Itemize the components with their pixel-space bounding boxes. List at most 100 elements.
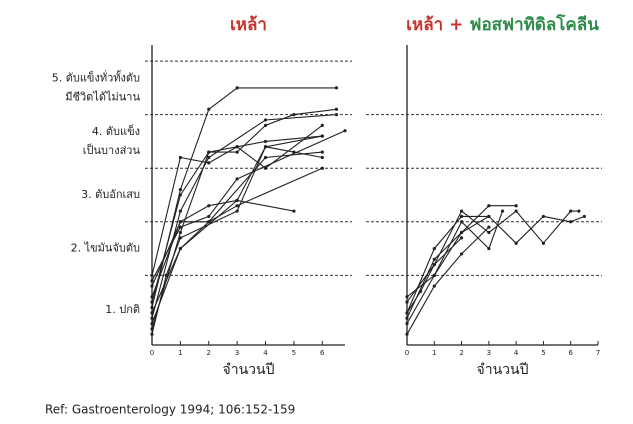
data-point (541, 241, 546, 245)
chart-title: เหล้า + ฟอสฟาทิดิลโคลีน (406, 14, 599, 35)
data-point (405, 316, 409, 320)
data-point (150, 332, 154, 336)
data-point (432, 284, 436, 288)
data-point (150, 273, 154, 277)
x-tick-label: 0 (405, 349, 409, 357)
data-point (419, 289, 423, 294)
data-point (334, 113, 339, 117)
data-point (459, 236, 464, 240)
data-point (235, 204, 239, 208)
data-point (207, 204, 211, 208)
data-point (263, 145, 268, 149)
data-point (320, 166, 324, 170)
data-point (334, 86, 339, 90)
y-band-label: 1. ปกติ (105, 303, 140, 316)
y-band-label: 3. ตับอักเสบ (81, 188, 140, 201)
data-point (292, 113, 296, 117)
data-point (569, 209, 573, 213)
data-point (164, 273, 168, 277)
data-point (150, 316, 154, 320)
data-point (178, 155, 182, 160)
x-tick-label: 1 (432, 349, 436, 357)
data-point (263, 123, 268, 127)
data-point (178, 246, 182, 251)
data-point (263, 155, 268, 160)
data-point (405, 311, 409, 315)
data-line (406, 215, 585, 324)
data-line (151, 108, 337, 330)
chart-title: เหล้า (230, 15, 267, 35)
data-point (514, 204, 518, 208)
data-point (405, 295, 409, 299)
data-point (487, 246, 491, 251)
data-point (150, 279, 154, 283)
data-point (459, 252, 464, 256)
data-point (541, 214, 546, 219)
data-line (406, 226, 490, 335)
x-tick-label: 3 (487, 349, 491, 357)
data-point (207, 107, 211, 111)
data-point (514, 209, 518, 213)
data-point (459, 214, 464, 219)
data-point (405, 300, 409, 304)
data-point (207, 214, 211, 219)
x-tick-label: 3 (235, 349, 239, 357)
x-tick-label: 7 (596, 349, 600, 357)
data-point (569, 220, 573, 224)
data-line (151, 124, 323, 276)
data-point (235, 177, 239, 181)
x-tick-label: 1 (178, 349, 182, 357)
data-point (459, 220, 464, 224)
title-part: ฟอสฟาทิดิลโคลีน (469, 14, 599, 35)
x-tick-label: 2 (207, 349, 211, 357)
x-axis-label: จำนวนปี (477, 362, 529, 378)
data-point (432, 246, 436, 251)
data-line (151, 135, 323, 303)
data-point (432, 263, 436, 267)
data-point (514, 241, 518, 245)
data-point (320, 123, 324, 127)
data-point (487, 204, 491, 208)
data-point (235, 150, 239, 154)
data-point (235, 198, 239, 202)
data-point (487, 214, 491, 219)
data-point (292, 209, 296, 213)
x-axis-label: จำนวนปี (223, 362, 275, 378)
data-point (207, 161, 211, 165)
data-point (459, 209, 464, 213)
data-line (406, 210, 579, 303)
data-line (151, 199, 295, 297)
x-tick-label: 4 (263, 349, 268, 357)
data-point (178, 188, 182, 192)
data-point (320, 155, 324, 160)
data-line (406, 215, 489, 314)
data-point (320, 134, 324, 138)
data-point (178, 220, 182, 224)
data-point (150, 311, 154, 315)
data-point (150, 321, 154, 326)
data-point (432, 273, 436, 277)
data-point (405, 321, 409, 326)
data-point (487, 225, 491, 229)
x-tick-label: 5 (541, 349, 545, 357)
data-point (334, 107, 339, 111)
x-tick-label: 4 (514, 349, 519, 357)
x-tick-label: 6 (320, 349, 325, 357)
data-point (150, 300, 154, 304)
title-part: เหล้า (230, 15, 267, 35)
data-point (263, 166, 268, 170)
data-point (320, 150, 324, 154)
data-line (151, 135, 323, 335)
y-band-label: มีชีวิตได้ไม่นาน (65, 90, 140, 103)
x-tick-label: 5 (292, 349, 296, 357)
x-tick-label: 0 (150, 349, 154, 357)
data-point (207, 150, 211, 154)
data-point (459, 230, 464, 235)
data-point (178, 230, 182, 235)
data-point (577, 209, 581, 213)
data-point (343, 129, 347, 133)
data-point (235, 209, 239, 213)
data-line (151, 151, 323, 287)
